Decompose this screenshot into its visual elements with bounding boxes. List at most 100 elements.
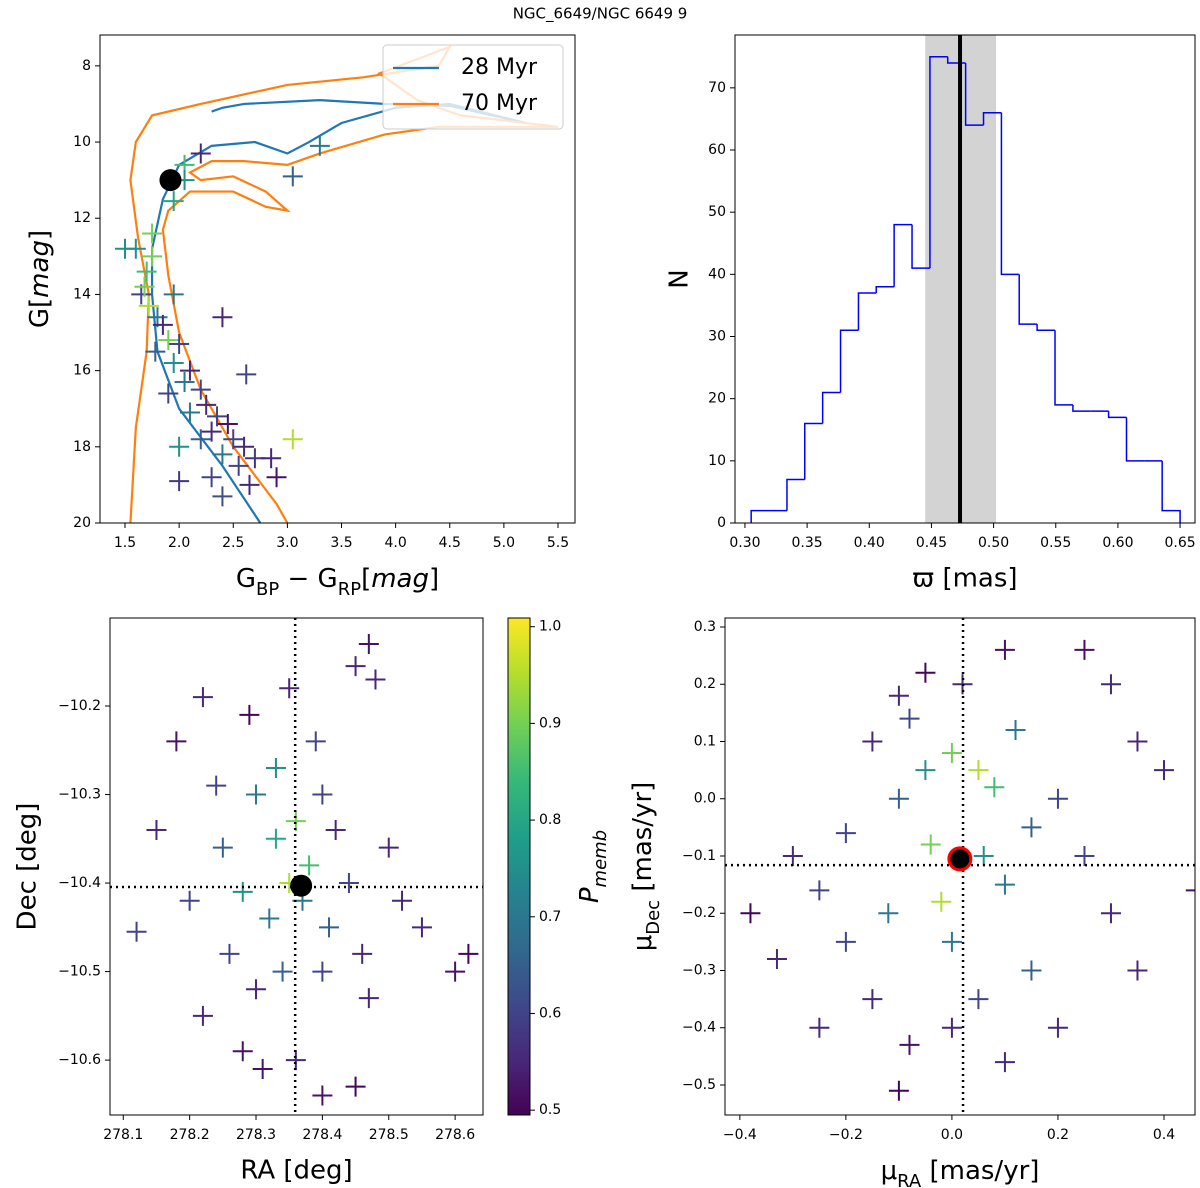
histogram-bin (1107, 411, 1127, 419)
y-tick-label: 0.1 (694, 733, 716, 749)
histogram-bin (803, 422, 823, 480)
star-marker (345, 1076, 366, 1097)
y-tick-label: 20 (73, 515, 91, 531)
star-marker (358, 634, 379, 655)
label-part: G[ (25, 298, 55, 328)
star-marker (158, 330, 179, 351)
cluster-center (947, 846, 973, 872)
label-part: − G (279, 564, 337, 594)
colorbar-label: Pmemb (575, 830, 611, 903)
label-part: memb (590, 830, 611, 888)
x-tick-label: 0.30 (729, 535, 760, 551)
star-marker (201, 421, 222, 442)
star-marker (115, 238, 136, 259)
y-axis-label: N (665, 269, 695, 288)
histogram-bin (857, 292, 877, 331)
star-marker (835, 931, 856, 952)
y-tick-label: −10.3 (58, 787, 101, 803)
star-marker (285, 1050, 306, 1071)
star-marker (1153, 760, 1174, 781)
label-part: ] (25, 230, 55, 240)
colorbar-tick-label: 1.0 (539, 619, 561, 635)
axes-frame (99, 34, 576, 524)
colorbar-tick-label: 0.7 (539, 909, 561, 925)
histogram-bin (929, 56, 948, 269)
star-marker (142, 246, 163, 267)
star-marker (378, 837, 399, 858)
y-tick-label: −10.6 (58, 1052, 101, 1068)
histogram-bin (750, 509, 770, 523)
histogram-bin (839, 329, 859, 393)
star-marker (312, 784, 333, 805)
star-marker (365, 669, 386, 690)
x-tick-label: 278.3 (236, 1127, 276, 1143)
x-tick-label: 0.0 (941, 1127, 963, 1143)
star-marker (411, 917, 432, 938)
plot-area (115, 44, 559, 523)
star-marker (265, 757, 286, 778)
star-marker (740, 903, 761, 924)
x-axis-label: RA [deg] (240, 1156, 352, 1186)
label-part: [mas/yr] (921, 1156, 1039, 1186)
star-marker (941, 931, 962, 952)
star-marker (285, 811, 306, 832)
x-tick-label: 0.45 (916, 535, 947, 551)
y-axis-label: G[mag] (25, 230, 55, 328)
y-tick-label: 10 (708, 453, 726, 469)
label-part: mag (25, 240, 55, 298)
star-marker (1185, 880, 1195, 901)
star-marker (212, 837, 233, 858)
x-tick-label: 5.0 (493, 535, 515, 551)
label-part: P (575, 887, 605, 903)
star-marker (1074, 639, 1095, 660)
x-tick-label: 0.65 (1164, 535, 1195, 551)
label-part: G (236, 564, 256, 594)
star-marker (252, 1058, 273, 1079)
star-marker (299, 855, 320, 876)
y-tick-label: −0.3 (682, 962, 716, 978)
plot-area (725, 618, 1195, 1115)
y-tick-label: 0.2 (694, 676, 716, 692)
star-marker (169, 471, 190, 492)
y-tick-label: 16 (73, 363, 91, 379)
star-marker (190, 143, 211, 164)
histogram-bin (1036, 324, 1056, 332)
star-marker (1005, 720, 1026, 741)
star-marker (325, 819, 346, 840)
star-marker (192, 1005, 213, 1026)
star-marker (458, 943, 479, 964)
label-part: μ (881, 1156, 898, 1186)
star-marker (1047, 788, 1068, 809)
x-tick-label: 0.4 (1153, 1127, 1175, 1143)
x-tick-label: 278.4 (302, 1127, 342, 1143)
label-part: [mas/yr] (628, 782, 658, 900)
star-marker (915, 662, 936, 683)
star-marker (766, 949, 787, 970)
star-marker (142, 223, 163, 244)
star-marker (212, 307, 233, 328)
star-marker (888, 685, 909, 706)
star-marker (968, 989, 989, 1010)
star-marker (835, 823, 856, 844)
star-marker (809, 1017, 830, 1038)
star-marker (1127, 960, 1148, 981)
star-marker (239, 474, 260, 495)
label-part: ] (429, 564, 439, 594)
star-marker (305, 731, 326, 752)
star-marker (968, 760, 989, 781)
x-tick-label: 0.60 (1102, 535, 1133, 551)
star-marker (282, 429, 303, 450)
y-tick-label: −0.1 (682, 848, 716, 864)
label-part: μ (628, 935, 658, 952)
x-tick-label: 4.5 (439, 535, 461, 551)
colorbar-tick-label: 0.8 (539, 812, 561, 828)
star-marker (134, 276, 155, 297)
star-marker (941, 742, 962, 763)
star-marker (234, 436, 255, 457)
axes-frame (109, 617, 484, 1116)
star-marker (338, 873, 359, 894)
x-tick-label: 0.55 (1040, 535, 1071, 551)
label-part: Dec (643, 900, 664, 935)
star-marker (217, 413, 238, 434)
